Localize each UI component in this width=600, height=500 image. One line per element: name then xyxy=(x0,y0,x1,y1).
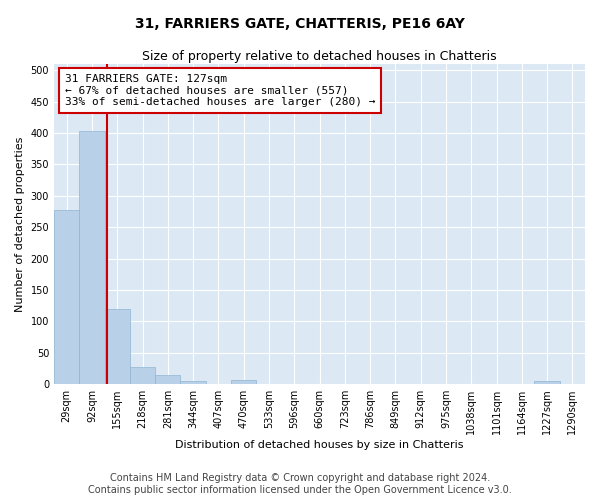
Bar xyxy=(231,380,256,384)
Y-axis label: Number of detached properties: Number of detached properties xyxy=(15,136,25,312)
Bar xyxy=(104,308,130,384)
Text: 31, FARRIERS GATE, CHATTERIS, PE16 6AY: 31, FARRIERS GATE, CHATTERIS, PE16 6AY xyxy=(135,18,465,32)
Text: 31 FARRIERS GATE: 127sqm
← 67% of detached houses are smaller (557)
33% of semi-: 31 FARRIERS GATE: 127sqm ← 67% of detach… xyxy=(65,74,375,107)
Bar xyxy=(54,210,79,384)
Bar xyxy=(130,367,155,384)
Text: Contains HM Land Registry data © Crown copyright and database right 2024.
Contai: Contains HM Land Registry data © Crown c… xyxy=(88,474,512,495)
Bar xyxy=(181,382,206,384)
X-axis label: Distribution of detached houses by size in Chatteris: Distribution of detached houses by size … xyxy=(175,440,464,450)
Bar xyxy=(79,130,104,384)
Bar xyxy=(155,375,181,384)
Bar xyxy=(535,382,560,384)
Title: Size of property relative to detached houses in Chatteris: Size of property relative to detached ho… xyxy=(142,50,497,63)
